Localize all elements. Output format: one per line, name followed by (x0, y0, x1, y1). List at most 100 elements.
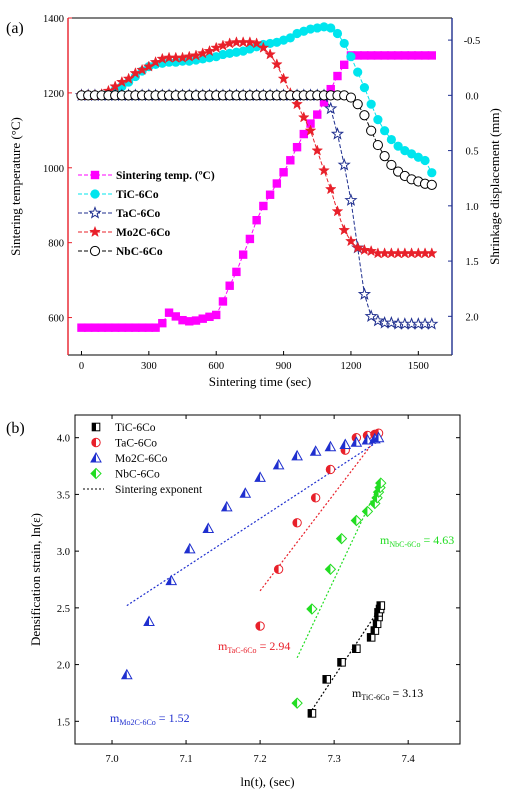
data-point-nbc-6co (426, 179, 437, 190)
legend-label-tic-6co: TiC-6Co (116, 189, 159, 201)
data-point-mo2c-fill (362, 434, 368, 444)
data-point-nbc-fill (351, 515, 357, 526)
data-point-sintering (333, 71, 342, 81)
data-point-nbc-fill (325, 564, 331, 575)
data-point-mo2c-fill (325, 441, 331, 451)
data-point-sintering (373, 51, 383, 60)
data-point-mo2c-6co (358, 243, 371, 256)
legend-label-tac-6co: TaC-6Co (116, 208, 161, 220)
data-point-sintering (353, 51, 362, 60)
legend-label-sintering-exponent: Sintering exponent (115, 484, 203, 496)
y-right-tick-label: 0.0 (465, 91, 478, 102)
annotation-value: = 4.63 (420, 533, 454, 547)
data-point-mo2c-6co (250, 37, 263, 49)
y-left-tick-label: 600 (48, 314, 64, 325)
data-point-mo2c-6co (351, 241, 364, 253)
data-point-nbc-6co (359, 110, 370, 121)
data-point-sintering (265, 190, 275, 199)
panel-a-sintering-chart: 0 300 600 900 1200 1500 600 800 1000 1200 1400 -0.5… (6, 14, 502, 389)
data-point-sintering (104, 323, 113, 332)
data-point-sintering (299, 129, 308, 139)
data-point-tic-fill (308, 709, 312, 718)
data-point-sintering (380, 51, 389, 60)
annotation-main: m (352, 686, 362, 700)
data-point-mo2c-6co (277, 72, 290, 84)
x-tick-label: 7.4 (402, 754, 416, 765)
data-point-sintering (110, 323, 120, 332)
data-point-mo2c-6co (149, 55, 162, 68)
slope-annotation-tac: mTaC-6Co = 2.94 (218, 639, 290, 655)
x-tick-label: 900 (276, 361, 292, 372)
data-point-mo2c-6co (345, 234, 357, 247)
data-point-tic-fill (371, 626, 375, 635)
y-right-tick-label: 2.0 (465, 312, 478, 323)
data-point-sintering (77, 323, 86, 332)
data-point-tic-fill (352, 644, 357, 653)
y-axis-title: Densification strain, ln(ε) (28, 513, 43, 646)
x-tick-label: 1200 (340, 361, 361, 372)
data-point-mo2c-fill (310, 446, 316, 456)
legend-marker-mo2c-6co (89, 225, 101, 238)
y-left-axis-title: Sintering temperature (°C) (8, 117, 23, 256)
data-point-sintering (164, 308, 174, 317)
legend-marker-tic-fill (92, 423, 96, 431)
data-point-nbc-fill (372, 492, 378, 503)
data-point-tic-6co (346, 52, 356, 62)
data-point-mo2c-6co (115, 75, 128, 88)
data-point-sintering (232, 267, 241, 277)
y-right-tick-label: 1.0 (465, 202, 478, 213)
data-point-sintering (292, 142, 302, 152)
data-point-mo2c-6co (291, 97, 303, 110)
data-point-sintering (340, 60, 349, 70)
data-point-mo2c-fill (273, 459, 279, 469)
data-point-nbc-6co (386, 159, 397, 171)
data-point-tic-fill (322, 675, 327, 684)
data-point-nbc-6co (379, 151, 390, 162)
data-point-sintering (171, 312, 180, 321)
data-point-mo2c-fill (221, 501, 227, 511)
data-point-tic-6co (332, 28, 343, 39)
data-point-sintering (414, 51, 423, 60)
data-point-tic-6co (386, 134, 396, 145)
data-point-mo2c-fill (351, 437, 357, 447)
data-point-nbc-fill (336, 533, 342, 544)
data-point-sintering (259, 201, 268, 211)
data-point-sintering (218, 297, 228, 306)
data-point-sintering (185, 317, 194, 326)
y-tick-label: 4.0 (57, 434, 70, 445)
data-point-mo2c-fill (373, 432, 379, 442)
data-point-tic-6co (339, 38, 349, 49)
y-right-axis-title: Shrinkage displacement (mm) (487, 108, 502, 265)
data-point-nbc-6co (352, 99, 363, 110)
data-point-tac-6co (324, 101, 338, 115)
data-point-mo2c-fill (166, 575, 172, 585)
legend-label-tic: TiC-6Co (115, 422, 156, 434)
data-point-mo2c-fill (144, 616, 150, 626)
data-point-tic-fill (367, 633, 372, 642)
data-point-mo2c-6co (297, 111, 310, 123)
data-point-tic-6co (326, 23, 336, 33)
data-point-mo2c-6co (318, 164, 330, 176)
x-axis-title: Sintering time (sec) (209, 374, 312, 389)
legend-label-nbc-6co: NbC-6Co (116, 246, 163, 258)
y-tick-label: 1.5 (57, 717, 70, 728)
data-point-tac-fill (311, 493, 316, 503)
data-point-mo2c-6co (331, 205, 344, 217)
data-point-tic-6co (380, 126, 390, 136)
panel-b-densification-chart: 7.0 7.1 7.2 7.3 7.4 1.5 2.0 2.5 3.0 3.5 4.0 ln(t), … (6, 414, 461, 789)
legend-label-tac: TaC-6Co (115, 438, 157, 450)
data-point-sintering (191, 316, 201, 325)
annotation-subscript: TiC-6Co (361, 693, 389, 702)
data-point-sintering (158, 318, 167, 328)
y-tick-label: 3.5 (57, 490, 70, 501)
data-point-mo2c-6co (270, 58, 283, 70)
data-point-sintering (420, 51, 430, 60)
y-tick-label: 2.5 (57, 604, 70, 615)
legend-marker-sintering (90, 170, 100, 180)
x-tick-label: 7.0 (105, 754, 118, 765)
legend-marker-tac-6co (88, 206, 102, 219)
data-point-mo2c-6co (243, 36, 256, 48)
data-point-mo2c-6co (304, 124, 317, 136)
plot-frame-b (74, 414, 461, 745)
panel-label-b: (b) (6, 420, 25, 437)
